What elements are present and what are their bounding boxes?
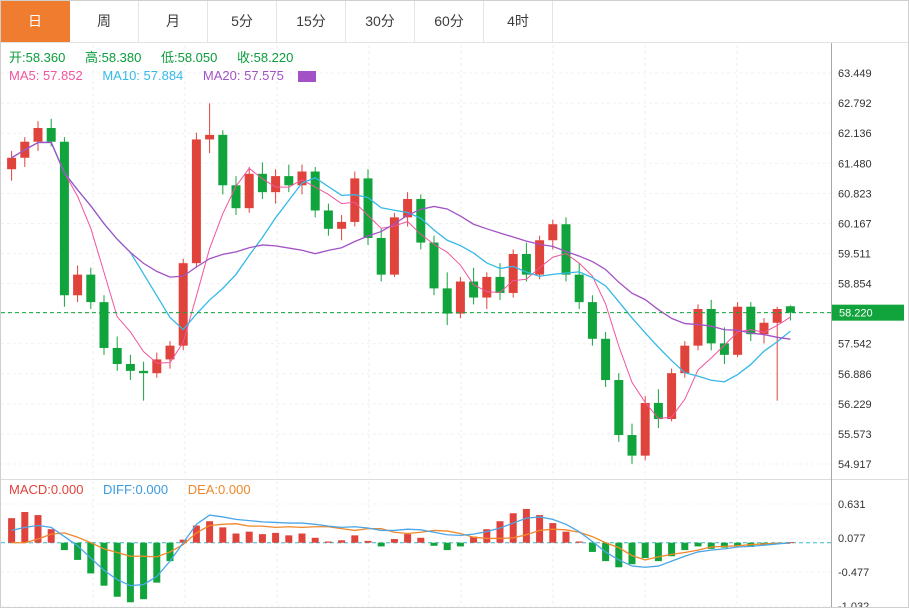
svg-text:62.136: 62.136: [838, 128, 872, 140]
diff-value: DIFF:0.000: [103, 482, 169, 497]
ma-lines: [11, 141, 791, 420]
svg-text:61.480: 61.480: [838, 158, 872, 170]
svg-text:54.917: 54.917: [838, 459, 872, 471]
svg-text:58.854: 58.854: [838, 279, 872, 291]
svg-text:0.077: 0.077: [838, 533, 866, 545]
svg-text:58.220: 58.220: [839, 308, 873, 320]
timeframe-toolbar: 日周月 5分 15分 30分 60分 4时: [1, 1, 908, 43]
svg-text:62.792: 62.792: [838, 98, 872, 110]
tab-5min[interactable]: 5分: [208, 1, 277, 42]
svg-text:-1.032: -1.032: [838, 601, 869, 608]
dea-value: DEA:0.000: [187, 482, 251, 497]
svg-text:56.886: 56.886: [838, 369, 872, 381]
tab-30min[interactable]: 30分: [346, 1, 415, 42]
macd-layer: [1, 508, 831, 603]
svg-text:55.573: 55.573: [838, 429, 872, 441]
low-value: 低:58.050: [161, 50, 218, 65]
tab-day[interactable]: 日: [1, 1, 70, 42]
high-value: 高:58.380: [85, 50, 142, 65]
svg-text:63.449: 63.449: [838, 68, 872, 80]
last-price-tag: 58.220: [832, 304, 904, 321]
macd-readout: MACD:0.000 DIFF:0.000 DEA:0.000: [9, 482, 267, 497]
svg-text:0.631: 0.631: [838, 499, 866, 511]
tab-15min[interactable]: 15分: [277, 1, 346, 42]
svg-text:60.167: 60.167: [838, 218, 872, 230]
ma-readout: MA5: 57.852 MA10: 57.884 MA20: 57.575: [9, 68, 332, 83]
svg-text:57.542: 57.542: [838, 339, 872, 351]
axis-layer: 63.449 62.792 62.136 61.480 60.823 60.167 59.5…: [1, 43, 908, 608]
svg-text:-0.477: -0.477: [838, 567, 869, 579]
close-value: 收:58.220: [237, 50, 294, 65]
ma5-value: MA5: 57.852: [9, 68, 83, 83]
svg-text:60.823: 60.823: [838, 188, 872, 200]
ma10-value: MA10: 57.884: [102, 68, 184, 83]
ma20-value: MA20: 57.575: [202, 68, 284, 83]
macd-value: MACD:0.000: [9, 482, 84, 497]
tab-60min[interactable]: 60分: [415, 1, 484, 42]
ma20-swatch: [297, 71, 316, 83]
timeframe-tabs: 日周月 5分 15分 30分 60分 4时: [1, 1, 553, 42]
tab-week[interactable]: 周: [70, 1, 139, 42]
svg-text:56.229: 56.229: [838, 399, 872, 411]
tab-4hour[interactable]: 4时: [484, 1, 553, 42]
grid-lines: [1, 45, 831, 607]
toolbar-spacer: [553, 1, 908, 42]
open-value: 开:58.360: [9, 50, 66, 65]
svg-text:59.511: 59.511: [838, 249, 871, 261]
tab-month[interactable]: 月: [139, 1, 208, 42]
ohlc-readout: 开:58.360 高:58.380 低:58.050 收:58.220: [9, 47, 309, 66]
